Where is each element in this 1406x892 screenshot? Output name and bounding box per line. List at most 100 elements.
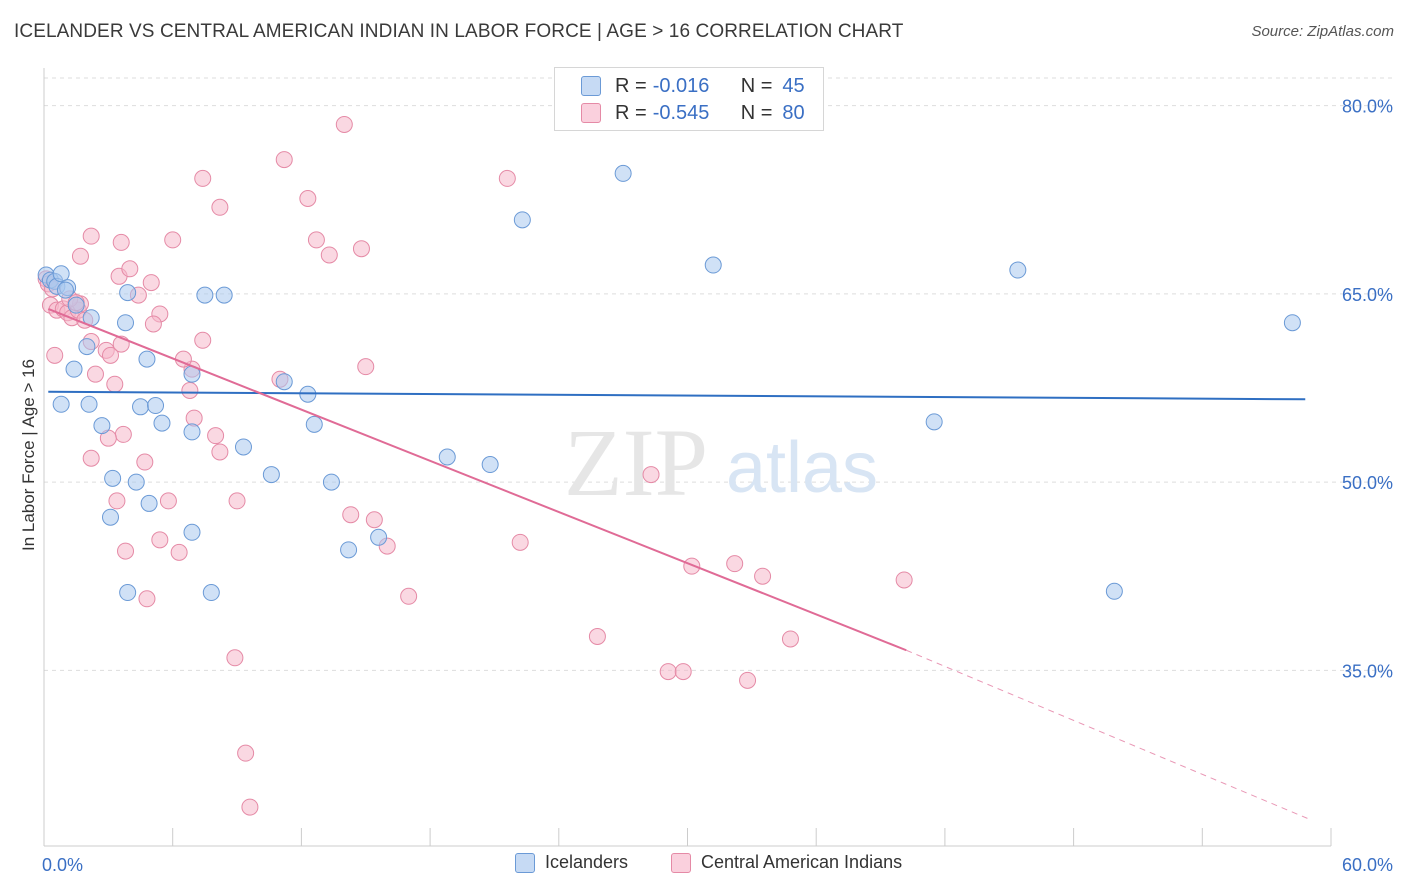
legend-label: Central American Indians: [701, 852, 903, 872]
data-point: [588, 627, 606, 645]
data-point: [211, 443, 229, 461]
data-point: [67, 296, 85, 314]
data-point: [80, 395, 98, 413]
data-point: [101, 508, 119, 526]
series-legend: Icelanders Central American Indians: [0, 852, 1406, 878]
data-point: [117, 314, 135, 332]
trend-line-icelanders: [48, 390, 1306, 401]
data-point: [307, 231, 325, 249]
data-point: [147, 397, 165, 415]
data-point: [164, 231, 182, 249]
grid-lines: [44, 77, 1394, 671]
data-point: [400, 587, 418, 605]
data-point: [1283, 314, 1301, 332]
data-point: [659, 663, 677, 681]
x-tick-label: 0.0%: [42, 855, 83, 875]
legend-item-central-american-indians: Central American Indians: [671, 852, 902, 873]
data-point: [101, 346, 119, 364]
data-point: [46, 346, 64, 364]
data-point: [357, 358, 375, 376]
data-point: [71, 247, 89, 265]
data-point: [754, 567, 772, 585]
chart-title: ICELANDER VS CENTRAL AMERICAN INDIAN IN …: [14, 21, 904, 42]
data-point: [127, 473, 145, 491]
legend-swatch-blue: [581, 76, 601, 96]
data-point: [194, 169, 212, 187]
data-point: [196, 286, 214, 304]
data-point: [119, 284, 137, 302]
legend-swatch-blue: [515, 852, 535, 873]
data-point: [275, 151, 293, 169]
data-point: [704, 256, 722, 274]
data-point: [352, 240, 370, 258]
y-tick-label: 35.0%: [1342, 661, 1393, 681]
data-point: [781, 630, 799, 648]
data-point: [342, 506, 360, 524]
data-point: [481, 456, 499, 474]
data-point: [104, 469, 122, 487]
data-point: [726, 555, 744, 573]
data-point: [153, 414, 171, 432]
data-point: [86, 365, 104, 383]
data-point: [119, 584, 137, 602]
data-point: [234, 438, 252, 456]
x-tick-label: 60.0%: [1342, 855, 1393, 875]
data-point: [132, 398, 150, 416]
data-point: [739, 671, 757, 689]
data-point: [93, 417, 111, 435]
data-point: [365, 511, 383, 529]
data-point: [138, 590, 156, 608]
data-point: [114, 425, 132, 443]
data-point: [138, 350, 156, 368]
data-point: [335, 115, 353, 133]
data-point: [674, 663, 692, 681]
y-tick-label: 80.0%: [1342, 97, 1393, 117]
data-point: [370, 528, 388, 546]
data-point: [82, 449, 100, 467]
data-point: [194, 331, 212, 349]
axes: [43, 68, 1332, 847]
data-point: [151, 531, 169, 549]
data-point: [340, 541, 358, 559]
y-tick-label: 65.0%: [1342, 285, 1393, 305]
data-point: [305, 415, 323, 433]
data-point: [112, 233, 130, 251]
data-point: [262, 466, 280, 484]
data-point: [211, 198, 229, 216]
data-point: [202, 584, 220, 602]
data-point: [52, 265, 70, 283]
data-point: [215, 286, 233, 304]
data-point: [142, 274, 160, 292]
data-point: [1105, 582, 1123, 600]
data-point: [65, 360, 83, 378]
data-point: [181, 381, 199, 399]
data-point: [895, 571, 913, 589]
r-label: R =: [615, 74, 647, 97]
trend-lines: [47, 307, 1308, 819]
r-value: -0.545: [652, 101, 710, 124]
data-point: [117, 542, 135, 560]
data-point: [614, 164, 632, 182]
data-point: [226, 649, 244, 667]
data-point: [144, 315, 162, 333]
data-point: [511, 533, 529, 551]
data-point: [925, 413, 943, 431]
legend-swatch-pink: [581, 103, 601, 123]
legend-item-icelanders: Icelanders: [515, 852, 628, 873]
r-label: R =: [615, 101, 647, 124]
data-point: [498, 169, 516, 187]
data-point: [121, 260, 139, 278]
data-point: [237, 744, 255, 762]
stats-row-icelanders: R = -0.016 N = 45: [555, 73, 805, 99]
series-icelanders: [37, 164, 1301, 602]
data-point: [183, 523, 201, 541]
stats-row-central-american-indians: R = -0.545 N = 80: [555, 100, 805, 126]
data-point: [52, 395, 70, 413]
data-point: [170, 543, 188, 561]
data-point: [159, 492, 177, 510]
n-label: N =: [740, 74, 773, 97]
data-point: [56, 281, 74, 299]
n-label: N =: [740, 101, 773, 124]
data-point: [322, 473, 340, 491]
